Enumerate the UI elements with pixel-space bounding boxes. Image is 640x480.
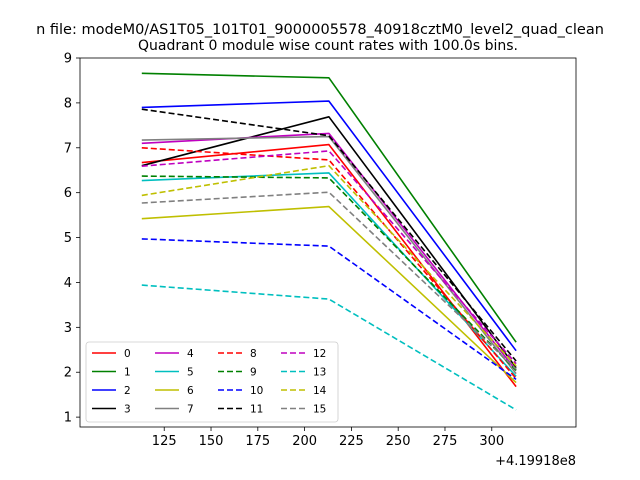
y-tick-label: 4	[64, 276, 72, 291]
series-line-4	[141, 132, 517, 371]
series-line-1	[141, 72, 517, 343]
figure-suptitle: n file: modeM0/AS1T05_101T01_9000005578_…	[36, 22, 604, 38]
y-tick-label: 3	[64, 321, 72, 336]
legend-label-4: 4	[187, 348, 194, 360]
y-tick-label: 9	[64, 52, 72, 67]
legend-label-5: 5	[187, 367, 194, 379]
legend-label-11: 11	[250, 404, 263, 416]
legend-label-7: 7	[187, 404, 194, 416]
x-tick-label: 250	[386, 434, 411, 449]
y-tick-label: 6	[64, 186, 72, 201]
y-tick-label: 7	[64, 141, 72, 156]
x-tick-label: 150	[199, 434, 224, 449]
legend-label-12: 12	[313, 348, 326, 360]
y-tick-label: 8	[64, 96, 72, 111]
legend-label-14: 14	[313, 385, 327, 397]
legend-label-6: 6	[187, 385, 194, 397]
x-tick-label: 125	[152, 434, 177, 449]
y-tick-label: 1	[64, 411, 72, 426]
legend-label-3: 3	[124, 404, 131, 416]
chart-title: Quadrant 0 module wise count rates with …	[138, 38, 518, 54]
x-offset-label: +4.19918e8	[495, 454, 576, 469]
legend-box	[85, 341, 339, 423]
series-line-14	[141, 164, 517, 367]
plot-axes: 125 150 175 200 225 250 275 300123456789+4.1991…	[64, 52, 576, 470]
legend-label-0: 0	[124, 348, 131, 360]
x-tick-label: 225	[339, 434, 364, 449]
series-line-2	[141, 100, 517, 352]
series-line-6	[141, 205, 517, 384]
x-tick-label: 275	[433, 434, 458, 449]
legend-label-2: 2	[124, 385, 131, 397]
legend-label-1: 1	[124, 367, 131, 379]
x-tick-label: 175	[245, 434, 270, 449]
legend-label-13: 13	[313, 367, 326, 379]
legend-label-15: 15	[313, 404, 326, 416]
plot-frame	[79, 57, 577, 428]
legend-label-8: 8	[250, 348, 257, 360]
x-tick-label: 200	[292, 434, 317, 449]
x-tick-label: 300	[479, 434, 504, 449]
legend-label-9: 9	[250, 367, 257, 379]
series-line-5	[141, 172, 517, 377]
series-layer	[141, 72, 517, 411]
y-tick-label: 5	[64, 231, 72, 246]
legend-label-10: 10	[250, 385, 263, 397]
y-tick-label: 2	[64, 366, 72, 381]
series-line-3	[141, 116, 517, 369]
